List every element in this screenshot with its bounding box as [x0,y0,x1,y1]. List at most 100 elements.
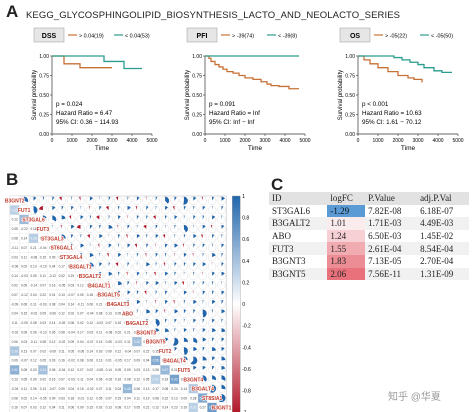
km-label-box [339,27,371,43]
corr-value: 0.24 [171,387,177,391]
corr-value: 0.11 [21,387,27,391]
km-y-tick-label: 0.50 [39,93,49,99]
corr-pie-bg [208,224,217,233]
corr-value: 0.07 [12,293,18,297]
km-panel-os: OS > -05(22) < -05(50) 0.00 0.25 0.50 0.75 1.00… [338,27,464,152]
corr-colorbar-tick: -0.4 [242,345,251,351]
table-header-row: ID logFC P.Value adj.P.Val [269,192,469,205]
corr-value: 0.48 [124,387,130,391]
km-annotation: 95% CI: 0.36 − 114.93 [56,119,119,126]
corr-value: 0.33 [30,237,36,241]
corr-value: -0.07 [20,359,27,363]
corr-pie-slice [202,365,206,370]
corr-pie-bg [217,234,226,243]
km-y-tick-label: 0.75 [345,74,355,80]
corr-value: 0.05 [21,378,27,382]
table-cell-logfc: 2.06 [327,267,366,281]
corr-pie-slice [163,262,166,267]
km-y-tick-label: 0.00 [192,132,202,138]
corr-value: -0.02 [105,378,112,382]
table-header-logfc: logFC [327,192,366,205]
corr-value: 0.04 [12,312,18,316]
corr-value: 0.16 [49,284,55,288]
km-y-tick-label: 1.00 [39,54,49,60]
corr-value: 0.15 [181,378,187,382]
corr-pie-slice [33,206,38,214]
corr-value: -0.11 [77,302,84,306]
corr-pie-slice [202,375,207,382]
corr-pie-slice [80,253,83,258]
corr-pie-slice [89,206,90,211]
corr-value: -0.03 [39,302,46,306]
corr-value: 0.06 [134,331,140,335]
km-y-tick-label: 0.00 [345,132,355,138]
corr-value: 0.14 [181,387,187,391]
corr-pie-slice [221,243,225,248]
corr-value: 0.05 [115,312,121,316]
corr-pie-slice [193,243,195,248]
corr-value: 0.07 [106,321,112,325]
corr-pie-slice [165,243,168,248]
corr-value: 0.62 [171,378,177,382]
km-x-tick-label: 4000 [126,138,137,144]
corr-value: 0.12 [87,396,93,400]
corr-value: 0.02 [40,237,46,241]
corr-pie-slice [153,215,156,220]
corr-pie-slice [155,328,160,333]
km-legend-text: < -39(8) [278,34,297,40]
corr-value: -0.09 [49,349,56,353]
corr-pie-slice [155,196,158,201]
watermark-text: 知乎 @华夏 [388,392,441,403]
corr-pie-slice [183,328,187,333]
corr-value: 0.18 [68,396,74,400]
corr-variable-label: ST3GAL4 [60,255,83,261]
corr-pie-slice [212,234,215,239]
corr-value: 0.12 [134,378,140,382]
corr-value: 0.18 [143,340,149,344]
corr-pie-slice [136,309,138,314]
corr-value: -0.02 [30,312,37,316]
corr-pie-slice [136,290,139,295]
corr-variable-label: ST3GAL3 [41,236,64,242]
corr-pie-slice [202,290,206,295]
corr-value: 0.17 [59,265,65,269]
corr-pie-slice [79,196,81,201]
corr-colorbar-tick: 0.6 [242,237,249,243]
corr-pie-slice [155,234,159,239]
corr-pie-bg [123,281,132,290]
corr-value: 0.09 [59,387,65,391]
table-cell-adjp: 6.18E-07 [420,205,454,216]
table-cell-pvalue: 1.71E-03 [365,217,418,230]
km-panel-dss: DSS > 0.04(19) < 0.04(53) 0.00 0.25 0.50 0.75 1… [32,27,158,152]
corr-pie-slice [143,224,147,229]
corr-value: 0.04 [49,265,55,269]
corr-pie-slice [165,300,168,305]
corr-value: 0.21 [96,302,102,306]
corr-value: 0.13 [106,312,112,316]
corr-value: 0.22 [162,396,168,400]
corr-pie-slice [155,309,159,314]
table-cell-logfc: 1.01 [327,217,366,230]
corr-value: 0.09 [49,255,55,259]
corr-pie-slice [221,262,224,267]
corr-value: 0.08 [153,396,159,400]
corr-value: -0.09 [11,302,18,306]
km-y-axis-label: Survival probability [338,70,344,120]
corr-pie-slice [212,196,215,201]
corr-value: 0.09 [21,284,27,288]
corr-value: -0.04 [58,368,65,372]
corr-value: 0.04 [77,340,83,344]
corr-value: 0.05 [96,396,102,400]
corr-pie-slice [118,271,120,276]
corr-value: 0.58 [200,396,206,400]
km-x-tick-label: 1000 [219,138,230,144]
corr-pie-slice [127,262,130,267]
corr-value: 0.06 [134,387,140,391]
corr-pie-bg [114,224,123,233]
table-header-adjp: adj.P.Val [417,192,469,205]
corr-pie-slice [146,318,148,323]
corr-variable-label: ABO [122,312,133,318]
km-legend-text: > -39(74) [232,34,254,40]
corr-pie-bg [189,224,198,233]
corr-value: -0.12 [20,293,27,297]
